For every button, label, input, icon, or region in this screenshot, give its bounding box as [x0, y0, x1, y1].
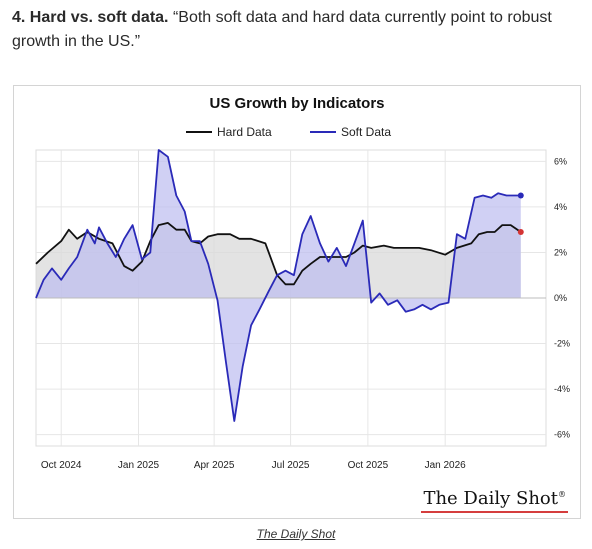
legend: Hard Data Soft Data	[186, 125, 391, 139]
source-caption[interactable]: The Daily Shot	[256, 527, 336, 541]
y-axis: 6% 4% 2% 0% -2% -4% -6%	[554, 156, 570, 439]
intro-text: 4. Hard vs. soft data. “Both soft data a…	[12, 6, 582, 54]
chart-figure: US Growth by Indicators Hard Data Soft D…	[13, 85, 581, 519]
brand-name: The Daily Shot	[423, 488, 558, 509]
y-tick-label: 2%	[554, 247, 567, 257]
x-tick-label: Oct 2025	[348, 460, 389, 471]
brand-logo: The Daily Shot®	[421, 488, 568, 513]
legend-label-soft: Soft Data	[341, 125, 391, 139]
hard-data-end-point	[517, 228, 524, 235]
y-tick-label: -2%	[554, 339, 570, 349]
y-tick-label: -4%	[554, 384, 570, 394]
y-tick-label: 4%	[554, 202, 567, 212]
x-axis: Oct 2024 Jan 2025 Apr 2025 Jul 2025 Oct 2025…	[41, 460, 466, 471]
chart-title: US Growth by Indicators	[209, 95, 384, 112]
y-tick-label: -6%	[554, 430, 570, 440]
y-tick-label: 0%	[554, 293, 567, 303]
intro-heading: 4. Hard vs. soft data.	[12, 9, 169, 26]
chart: US Growth by Indicators Hard Data Soft D…	[35, 95, 570, 471]
x-tick-label: Jul 2025	[272, 460, 310, 471]
x-tick-label: Jan 2025	[118, 460, 160, 471]
soft-data-end-point	[517, 192, 524, 199]
legend-label-hard: Hard Data	[217, 125, 272, 139]
intro-quote: “Both soft data and hard data currently …	[12, 9, 552, 50]
hard-data-line	[35, 222, 522, 286]
x-tick-label: Apr 2025	[194, 460, 235, 471]
x-tick-label: Jan 2026	[425, 460, 467, 471]
y-tick-label: 6%	[554, 156, 567, 166]
soft-data-area	[36, 150, 521, 421]
x-tick-label: Oct 2024	[41, 460, 82, 471]
brand-mark: ®	[558, 490, 566, 499]
plot-area	[35, 149, 547, 447]
soft-data-line	[35, 149, 521, 422]
